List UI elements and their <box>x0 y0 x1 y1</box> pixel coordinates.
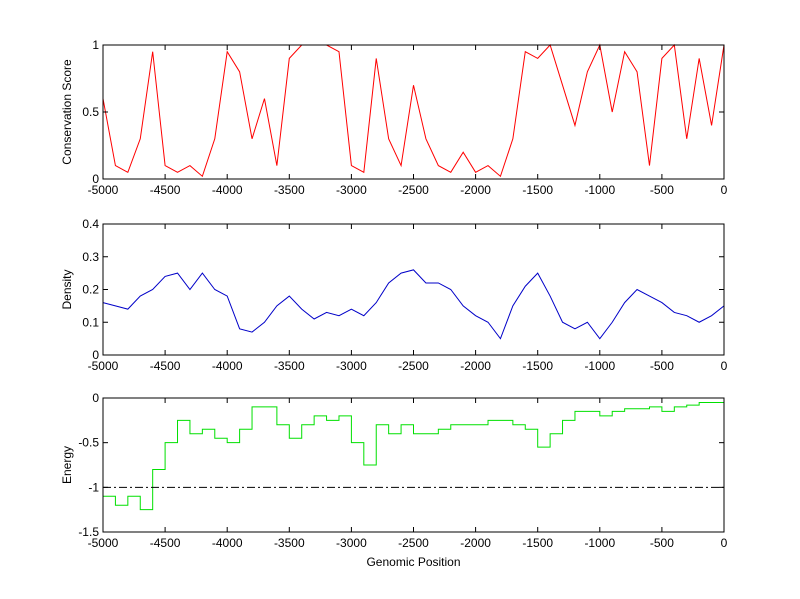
data-line <box>103 401 725 511</box>
x-tick-label: -4000 <box>212 536 243 550</box>
plot-area <box>103 45 724 179</box>
y-tick-label: 0 <box>92 391 99 405</box>
y-tick-label: 0 <box>92 172 99 186</box>
x-tick-label: -1000 <box>584 359 615 373</box>
data-line <box>102 269 725 340</box>
x-tick-label: -2000 <box>460 183 491 197</box>
x-tick-label: -2500 <box>398 359 429 373</box>
x-tick-label: -3000 <box>336 359 367 373</box>
x-tick-label: 0 <box>721 359 728 373</box>
x-tick-label: -2000 <box>460 359 491 373</box>
x-tick-label: -1500 <box>522 359 553 373</box>
x-tick-label: -2500 <box>398 536 429 550</box>
x-tick-label: -4500 <box>150 359 181 373</box>
x-tick-label: 0 <box>721 536 728 550</box>
x-tick-label: -3500 <box>274 183 305 197</box>
x-tick-label: -4000 <box>212 183 243 197</box>
y-tick-label: 0 <box>92 348 99 362</box>
x-tick-label: -3000 <box>336 183 367 197</box>
y-tick-label: 0.1 <box>82 315 99 329</box>
x-tick-label: -3500 <box>274 359 305 373</box>
plot-area <box>103 398 724 532</box>
y-tick-label: -1.5 <box>78 525 99 539</box>
y-tick-label: 0.4 <box>82 217 99 231</box>
x-tick-label: -3000 <box>336 536 367 550</box>
plot-area <box>103 224 724 355</box>
x-axis-label: Genomic Position <box>366 555 460 569</box>
x-tick-label: -1500 <box>522 183 553 197</box>
x-tick-label: -1500 <box>522 536 553 550</box>
x-tick-label: -3500 <box>274 536 305 550</box>
y-tick-label: 0.2 <box>82 283 99 297</box>
y-tick-label: -1 <box>88 480 99 494</box>
x-tick-label: -2000 <box>460 536 491 550</box>
x-tick-label: -500 <box>650 536 674 550</box>
x-tick-label: -2500 <box>398 183 429 197</box>
y-tick-label: 0.3 <box>82 250 99 264</box>
y-tick-label: 0.5 <box>82 105 99 119</box>
x-tick-label: -5000 <box>88 536 119 550</box>
y-axis-label: Conservation Score <box>60 59 74 165</box>
y-axis-label: Density <box>60 269 74 309</box>
x-tick-label: -4000 <box>212 359 243 373</box>
x-tick-label: -500 <box>650 183 674 197</box>
y-tick-label: 1 <box>92 38 99 52</box>
data-line <box>102 43 725 178</box>
x-tick-label: -500 <box>650 359 674 373</box>
x-tick-label: -1000 <box>584 183 615 197</box>
x-tick-label: -5000 <box>88 183 119 197</box>
x-tick-label: -4500 <box>150 183 181 197</box>
x-tick-label: -5000 <box>88 359 119 373</box>
x-tick-label: -4500 <box>150 536 181 550</box>
x-tick-label: 0 <box>721 183 728 197</box>
y-tick-label: -0.5 <box>78 436 99 450</box>
y-axis-label: Energy <box>60 446 74 484</box>
x-tick-label: -1000 <box>584 536 615 550</box>
